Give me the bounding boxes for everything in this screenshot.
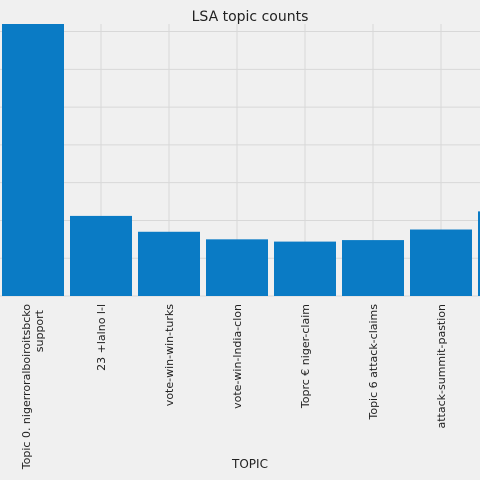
x-axis-label: TOPIC bbox=[231, 457, 268, 471]
bar bbox=[274, 241, 336, 296]
x-tick-label: attack-summit-pastion bbox=[435, 304, 448, 429]
bar bbox=[2, 24, 64, 296]
x-tick-label: vote-win-lndia-clon bbox=[231, 304, 244, 409]
bar bbox=[342, 240, 404, 296]
x-tick-label: vote-win-win-turks bbox=[163, 304, 176, 406]
x-tick-label: 23 +lalno l-l bbox=[95, 304, 108, 371]
bar bbox=[206, 239, 268, 296]
bar bbox=[138, 231, 200, 296]
bars bbox=[2, 24, 480, 296]
x-tick-label: Toprc € niger-claim bbox=[299, 304, 312, 409]
bar bbox=[70, 215, 132, 296]
bar bbox=[478, 211, 480, 296]
chart-title: LSA topic counts bbox=[192, 9, 309, 25]
x-tick-label: Topic 0. nigerroralboiroitsbckosupport bbox=[20, 304, 46, 470]
x-tick-labels: Topic 0. nigerroralboiroitsbckosupport 23… bbox=[20, 304, 448, 470]
bar bbox=[410, 229, 472, 296]
x-tick-label: Topic 6 attack-claims bbox=[367, 304, 380, 421]
